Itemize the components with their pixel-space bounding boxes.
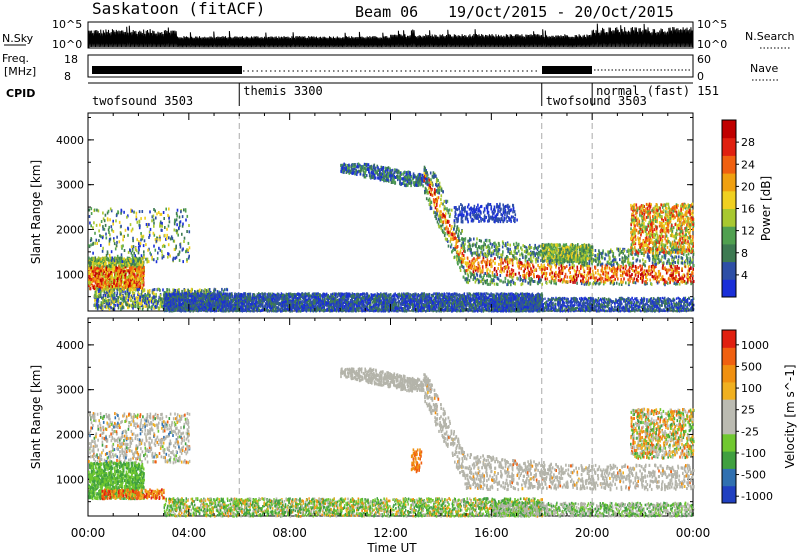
x-tick-label: 20:00	[575, 526, 610, 540]
cpid-segment-label: twofsound 3503	[92, 94, 193, 108]
colorbar-swatch	[722, 173, 736, 191]
colorbar-tick-label: 25	[741, 404, 755, 417]
colorbar-swatch	[722, 399, 736, 417]
colorbar-swatch	[722, 191, 736, 209]
y-tick-label: 1000	[56, 268, 84, 281]
colorbar-tick-label: -25	[741, 425, 759, 438]
colorbar-tick-label: 100	[741, 382, 762, 395]
nave-label: Nave	[750, 62, 778, 75]
y-tick-label: 3000	[56, 179, 84, 192]
colorbar-swatch	[722, 279, 736, 297]
colorbar-tick-label: 1000	[741, 339, 769, 352]
x-tick-label: 16:00	[474, 526, 509, 540]
date-range: 19/Oct/2015 - 20/Oct/2015	[448, 3, 674, 21]
colorbar-swatch	[722, 417, 736, 435]
colorbar-swatch	[722, 244, 736, 262]
y-tick-label: 2000	[56, 223, 84, 236]
colorbar-swatch	[722, 209, 736, 227]
cpid-label: CPID	[6, 87, 35, 100]
colorbar-swatch	[722, 382, 736, 400]
colorbar-swatch	[722, 486, 736, 504]
nave-tick-top: 60	[697, 53, 711, 66]
colorbar-swatch	[722, 330, 736, 348]
power-panel: 1000 2000 3000 4000 Slant Range [km]	[29, 113, 695, 313]
nsky-label: N.Sky	[2, 32, 34, 45]
colorbar-swatch	[722, 138, 736, 156]
x-tick-label: 04:00	[172, 526, 207, 540]
x-axis-label: Time UT	[366, 541, 417, 554]
nsearch-tick-bottom: 10^0	[697, 38, 727, 51]
plot-title: Saskatoon (fitACF)	[92, 0, 265, 18]
colorbar-tick-label: -100	[741, 447, 766, 460]
nsky-trace	[88, 24, 692, 47]
y-tick-label: 4000	[56, 339, 84, 352]
power-colorbar: 4 8 12 16 20 24 28 Power [dB]	[722, 120, 773, 298]
cpid-segment-label: normal (fast) 151	[596, 84, 719, 98]
cpid-segment-label: themis 3300	[243, 84, 322, 98]
freq-unit: [MHz]	[4, 65, 36, 78]
velocity-colorbar: 1000 500 100 25 -25 -100 -500 -1000 Velocity [m …	[722, 330, 797, 504]
colorbar-tick-label: 20	[741, 180, 755, 193]
nsearch-label: N.Search	[745, 30, 795, 43]
colorbar-swatch	[722, 468, 736, 486]
colorbar-tick-label: 16	[741, 203, 755, 216]
y-axis-label: Slant Range [km]	[29, 365, 43, 469]
nsky-tick-top: 10^5	[52, 18, 82, 31]
colorbar-tick-label: 500	[741, 360, 762, 373]
colorbar-swatch	[722, 434, 736, 452]
colorbar-swatch	[722, 365, 736, 383]
colorbar-label: Velocity [m s^-1]	[783, 364, 797, 468]
y-tick-label: 2000	[56, 428, 84, 441]
velocity-panel: 1000 2000 3000 4000 Slant Range [km]	[29, 318, 695, 518]
freq-tick-top: 18	[64, 53, 78, 66]
freq-bar-twofsound-2	[542, 66, 592, 74]
colorbar-swatch	[722, 155, 736, 173]
colorbar-tick-label: 24	[741, 158, 755, 171]
nsky-panel: N.Sky 10^5 10^0 10^5 10^0 N.Search	[2, 18, 795, 51]
freq-panel: Freq. [MHz] 18 8 60 0 Nave	[2, 52, 780, 83]
x-tick-label: 00:00	[71, 526, 106, 540]
colorbar-tick-label: -500	[741, 469, 766, 482]
y-axis-label: Slant Range [km]	[29, 160, 43, 264]
colorbar-tick-label: 28	[741, 136, 755, 149]
nave-tick-bottom: 0	[697, 70, 704, 83]
y-tick-label: 4000	[56, 134, 84, 147]
freq-bar-twofsound-1	[92, 66, 242, 74]
colorbar-swatch	[722, 262, 736, 280]
y-tick-label: 1000	[56, 473, 84, 486]
colorbar-swatch	[722, 347, 736, 365]
colorbar-swatch	[722, 451, 736, 469]
colorbar-swatch	[722, 226, 736, 244]
x-tick-label: 08:00	[272, 526, 307, 540]
power-frame	[88, 113, 693, 311]
colorbar-tick-label: 4	[741, 269, 748, 282]
x-tick-label: 00:00	[676, 526, 711, 540]
colorbar-tick-label: 12	[741, 225, 755, 238]
x-tick-label: 12:00	[373, 526, 408, 540]
colorbar-tick-label: -1000	[741, 490, 773, 503]
nsky-tick-bottom: 10^0	[52, 38, 82, 51]
colorbar-swatch	[722, 120, 736, 138]
colorbar-tick-label: 8	[741, 247, 748, 260]
freq-tick-bottom: 8	[64, 70, 71, 83]
nsearch-tick-top: 10^5	[697, 18, 727, 31]
y-tick-label: 3000	[56, 384, 84, 397]
beam-label: Beam 06	[355, 3, 418, 21]
freq-label: Freq.	[2, 52, 29, 65]
colorbar-label: Power [dB]	[759, 176, 773, 241]
